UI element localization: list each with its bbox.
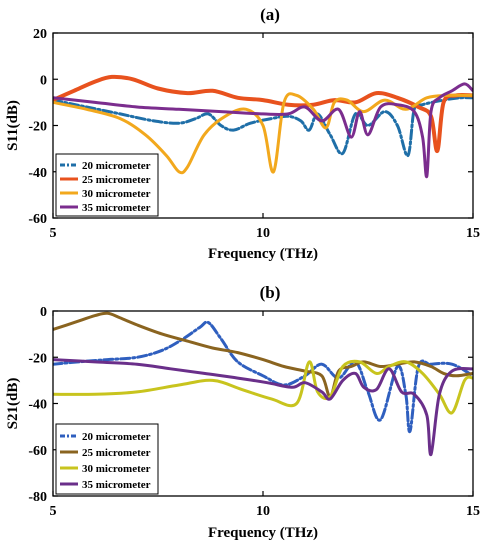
x-tick-label: 10 (256, 226, 270, 241)
y-axis-label: S21(dB) (5, 378, 21, 430)
y-tick-label: -60 (28, 212, 47, 227)
x-tick-label: 5 (50, 226, 57, 241)
chart-panel-a: 20 0 -20 -40 -605 10 15 (a) Frequency (THz) S11(d… (5, 5, 480, 262)
x-axis-label: Frequency (THz) (208, 246, 318, 262)
x-tick-label: 10 (256, 504, 270, 519)
legend: 20 micrometer 25 micrometer 30 micrometer 3… (55, 153, 159, 217)
series-line-35-micrometer (53, 358, 473, 456)
series-line-35-micrometer (53, 82, 473, 178)
legend-entry-label: 20 micrometer (82, 431, 151, 443)
y-tick-label: 0 (40, 305, 47, 320)
legend-entry-label: 35 micrometer (82, 479, 151, 491)
legend-entry-label: 20 micrometer (82, 160, 151, 172)
x-axis-label: Frequency (THz) (208, 525, 318, 541)
series-line-20-micrometer (53, 96, 473, 158)
legend-entry-label: 25 micrometer (82, 447, 151, 459)
legend-entry-label: 35 micrometer (82, 202, 151, 214)
y-axis-label: S11(dB) (5, 100, 21, 151)
y-tick-label: -60 (28, 444, 47, 459)
y-tick-label: -80 (28, 490, 47, 505)
y-tick-label: -40 (28, 166, 47, 181)
legend: 20 micrometer 25 micrometer 30 micrometer 3… (55, 423, 159, 495)
legend-entry-label: 30 micrometer (82, 188, 151, 200)
y-tick-label: -20 (28, 120, 47, 135)
legend-entry-label: 30 micrometer (82, 463, 151, 475)
y-tick-label: 0 (40, 73, 47, 88)
panel-label: (b) (260, 283, 281, 302)
legend-entry-label: 25 micrometer (82, 174, 151, 186)
series-line-30-micrometer (53, 359, 473, 415)
chart-panel-b: 0 -20 -40 -60 -805 10 15 (b) Frequency (THz) S21(… (5, 283, 480, 541)
x-tick-label: 15 (466, 226, 480, 241)
x-tick-label: 15 (466, 504, 480, 519)
y-tick-label: 20 (33, 27, 47, 42)
x-tick-label: 5 (50, 504, 57, 519)
series-line-30-micrometer (53, 92, 473, 175)
y-tick-label: -40 (28, 398, 47, 413)
panel-label: (a) (260, 5, 280, 24)
series-line-25-micrometer (53, 74, 473, 153)
y-tick-label: -20 (28, 351, 47, 366)
